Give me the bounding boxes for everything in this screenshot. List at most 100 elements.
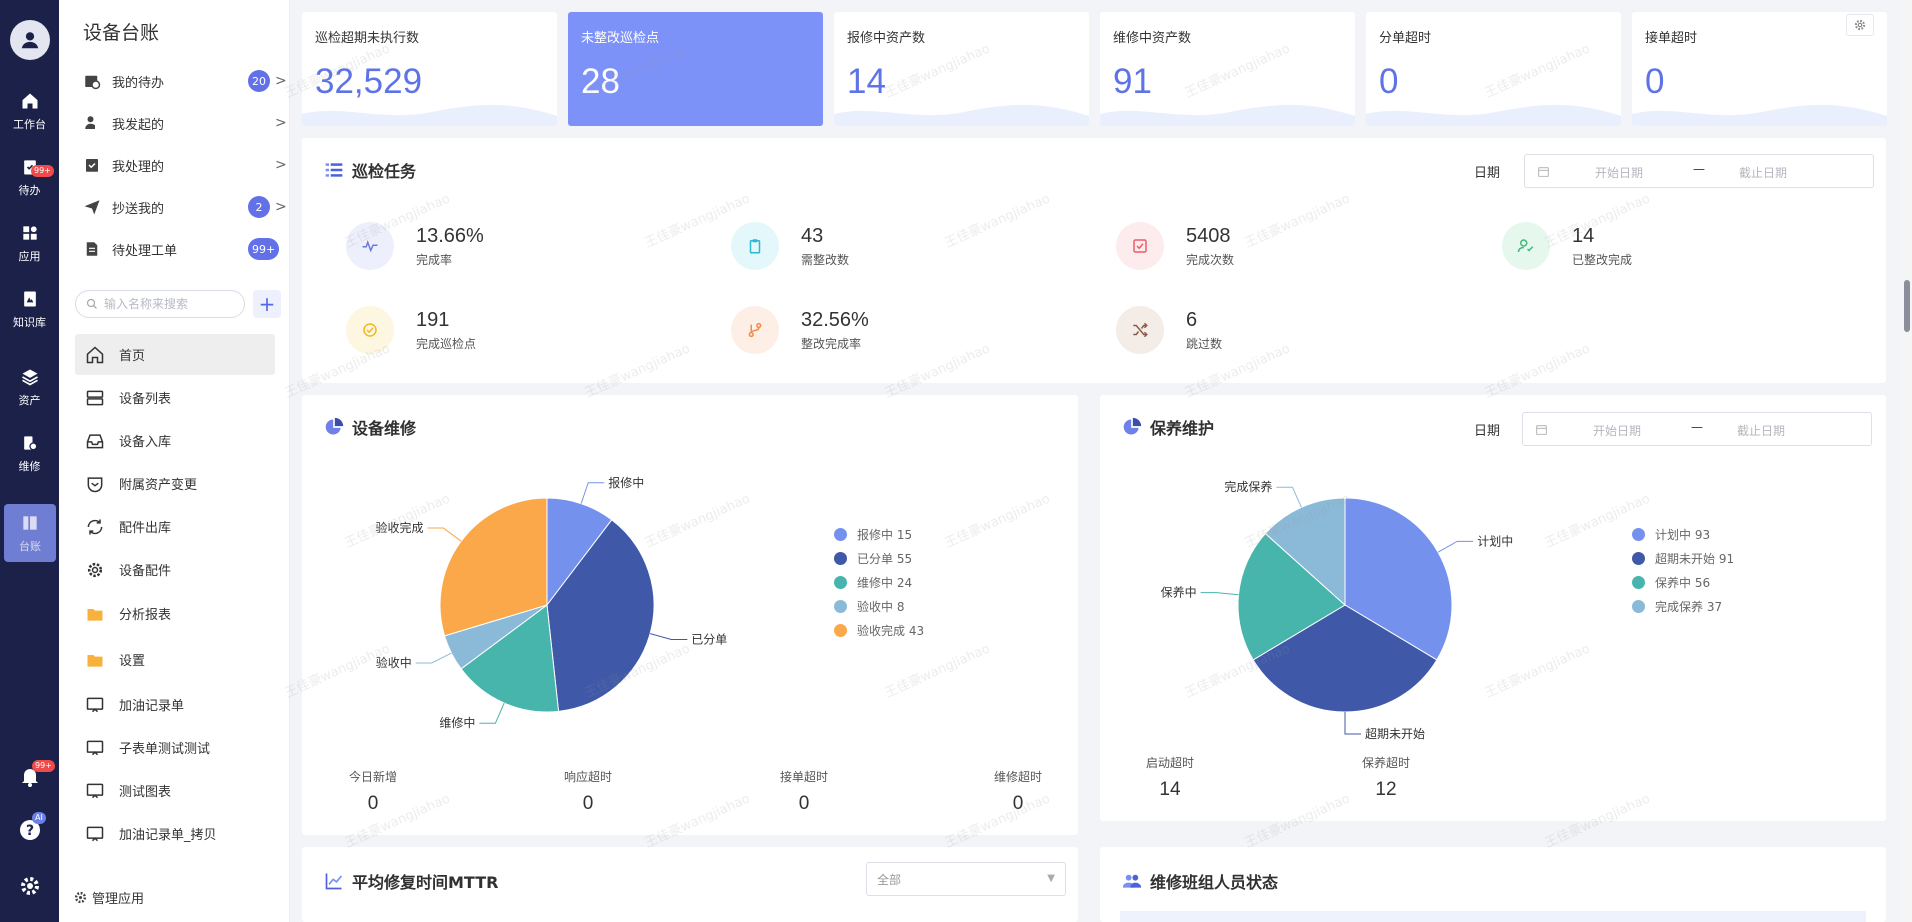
calendar-icon	[1538, 167, 1549, 177]
stat-card-repairing-assets[interactable]: 维修中资产数 91	[1100, 12, 1355, 126]
pie-slice[interactable]	[460, 604, 560, 713]
manage-apps-label: 管理应用	[92, 892, 145, 907]
pie-slice[interactable]	[439, 497, 548, 637]
page-scrollbar[interactable]	[1902, 0, 1912, 922]
legend-item[interactable]: 超期未开始 91	[1632, 550, 1734, 567]
todo-my-pending[interactable]: 我的待办 20 >	[83, 60, 287, 102]
kpi-completed-points: 191 完成巡检点	[346, 306, 646, 356]
maintenance-date-range[interactable]: 开始日期 — 截止日期	[1522, 412, 1872, 446]
scrollbar-thumb[interactable]	[1904, 280, 1910, 332]
legend-item[interactable]: 保养中 56	[1632, 574, 1710, 591]
mttr-filter-select[interactable]: 全部 ▼	[866, 862, 1066, 896]
maintenance-footer-stat: 保养超时 12	[1336, 754, 1436, 801]
nav-asset-change[interactable]: 附属资产变更	[75, 463, 275, 504]
secondary-menu: 设备台账 我的待办 20 > 我发起的 > 我处理的 > 抄送我的 2 > 待处…	[59, 0, 290, 922]
repair-footer-stat: 维修超时 0	[968, 768, 1068, 815]
rail-item-apps[interactable]: 应用	[0, 214, 59, 272]
stat-card-accept-timeout[interactable]: 接单超时 0	[1632, 12, 1887, 126]
calendar-clock-icon	[85, 75, 101, 90]
legend-item[interactable]: 计划中 93	[1632, 526, 1710, 543]
panel-title-text: 维修班组人员状态	[1150, 873, 1279, 892]
maintenance-title: 保养维护	[1122, 415, 1214, 439]
nav-subform-test[interactable]: 子表单测试测试	[75, 727, 275, 768]
legend-item[interactable]: 维修中 24	[834, 574, 912, 591]
rail-item-todo[interactable]: 待办 99+	[0, 148, 59, 206]
rail-item-knowledge[interactable]: 知识库	[0, 280, 59, 338]
settings-button[interactable]	[0, 874, 59, 898]
nav-parts-outbound[interactable]: 配件出库	[75, 506, 275, 547]
search-input[interactable]	[104, 297, 234, 311]
todo-count: 99+	[248, 238, 280, 260]
rail-item-label: 知识库	[13, 315, 46, 329]
dashboard-settings-button[interactable]	[1846, 14, 1874, 36]
user-avatar[interactable]	[10, 20, 50, 60]
add-button[interactable]: +	[253, 290, 281, 318]
nav-device-list[interactable]: 设备列表	[75, 377, 275, 418]
pie-slice[interactable]	[1237, 532, 1346, 661]
legend-label: 已分单 55	[857, 552, 913, 566]
cog-icon	[87, 562, 103, 577]
nav-test-chart[interactable]: 测试图表	[75, 770, 275, 811]
todo-initiated[interactable]: 我发起的 >	[83, 102, 287, 144]
stat-card-dispatch-timeout[interactable]: 分单超时 0	[1366, 12, 1621, 126]
pie-slice[interactable]	[546, 497, 613, 607]
date-separator: —	[1693, 162, 1705, 176]
inspection-title: 巡检任务	[324, 158, 416, 182]
legend-item[interactable]: 已分单 55	[834, 550, 912, 567]
rail-item-ledger[interactable]: 台账	[4, 504, 56, 562]
rail-item-workbench[interactable]: 工作台	[0, 82, 59, 140]
pie-slice[interactable]	[1264, 497, 1346, 607]
legend-item[interactable]: 验收完成 43	[834, 622, 924, 639]
nav-fuel-record[interactable]: 加油记录单	[75, 684, 275, 725]
nav-device-inbound[interactable]: 设备入库	[75, 420, 275, 461]
foot-value: 0	[1012, 793, 1024, 814]
chevron-right-icon: >	[275, 115, 287, 131]
kpi-label: 跳过数	[1186, 337, 1223, 351]
notification-button[interactable]: 99+	[0, 760, 59, 788]
nav-home[interactable]: 首页	[75, 334, 275, 375]
pie-slice[interactable]	[1344, 497, 1453, 661]
nav-settings[interactable]: 设置	[75, 639, 275, 680]
manage-apps-link[interactable]: 管理应用	[73, 888, 144, 907]
nav-label: 配件出库	[119, 521, 172, 536]
todo-cc[interactable]: 抄送我的 2 >	[83, 186, 287, 228]
stat-value: 28	[581, 62, 620, 101]
rail-item-assets[interactable]: 资产	[0, 358, 59, 416]
todo-handled[interactable]: 我处理的 >	[83, 144, 287, 186]
todo-label: 抄送我的	[112, 201, 165, 217]
stat-card-uncorrected-points[interactable]: 未整改巡检点 28	[568, 12, 823, 126]
left-rail: 工作台 待办 99+ 应用 知识库 资产 维修 台账 99+ ? AI	[0, 0, 59, 922]
todo-count: 2	[248, 196, 270, 218]
wave-decoration	[302, 104, 557, 126]
refresh-icon	[87, 519, 103, 534]
nav-label: 设备列表	[119, 392, 172, 407]
stat-label: 报修中资产数	[847, 31, 926, 46]
legend-item[interactable]: 验收中 8	[834, 598, 904, 615]
pie-slice[interactable]	[1252, 604, 1438, 713]
inbox-icon	[86, 433, 104, 448]
nav-fuel-record-copy[interactable]: 加油记录单_拷贝	[75, 813, 275, 854]
menu-search[interactable]	[75, 290, 245, 318]
check-circle-icon	[346, 306, 394, 354]
legend-item[interactable]: 完成保养 37	[1632, 598, 1722, 615]
nav-device-parts[interactable]: 设备配件	[75, 549, 275, 590]
chevron-right-icon: >	[275, 73, 287, 89]
legend-dot	[1632, 600, 1645, 613]
ai-badge: AI	[32, 812, 46, 824]
plus-icon: +	[258, 292, 276, 316]
date-separator: —	[1691, 420, 1703, 434]
legend-item[interactable]: 报修中 15	[834, 526, 912, 543]
legend-dot	[1632, 576, 1645, 589]
inspection-date-range[interactable]: 开始日期 — 截止日期	[1524, 154, 1874, 188]
help-button[interactable]: ? AI	[0, 812, 59, 842]
stat-card-overdue-inspections[interactable]: 巡检超期未执行数 32,529	[302, 12, 557, 126]
nav-reports[interactable]: 分析报表	[75, 593, 275, 634]
todo-work-orders[interactable]: 待处理工单 99+	[83, 228, 283, 270]
pie-label: 超期未开始	[1365, 726, 1425, 741]
date-end: 截止日期	[1739, 166, 1788, 180]
rail-item-repair[interactable]: 维修	[0, 424, 59, 482]
stat-card-reported-assets[interactable]: 报修中资产数 14	[834, 12, 1089, 126]
kpi-rectify-rate: 32.56% 整改完成率	[731, 306, 1031, 356]
